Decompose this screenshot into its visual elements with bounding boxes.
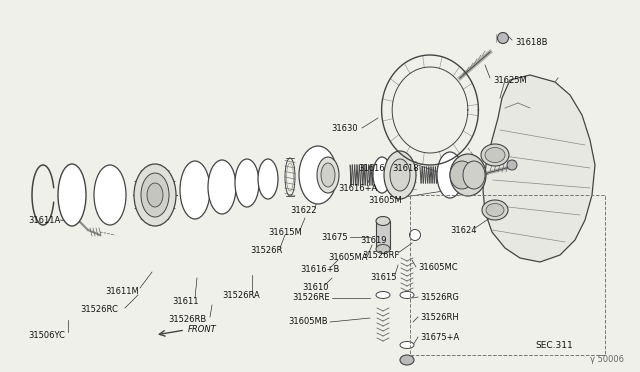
Ellipse shape	[497, 32, 509, 44]
Ellipse shape	[141, 173, 169, 217]
Ellipse shape	[376, 244, 390, 253]
Text: 31605MA: 31605MA	[328, 253, 367, 263]
Ellipse shape	[400, 292, 414, 298]
Text: 31625M: 31625M	[493, 76, 527, 84]
Text: 31675+A: 31675+A	[420, 334, 460, 343]
Ellipse shape	[410, 230, 420, 241]
Ellipse shape	[437, 152, 463, 198]
Text: 31526RC: 31526RC	[80, 305, 118, 314]
Ellipse shape	[74, 215, 81, 221]
Ellipse shape	[486, 203, 504, 217]
Text: 31526RE: 31526RE	[292, 294, 330, 302]
Ellipse shape	[384, 151, 416, 199]
Text: 31615: 31615	[370, 273, 397, 282]
Text: 31611: 31611	[172, 298, 198, 307]
Ellipse shape	[463, 161, 485, 189]
Ellipse shape	[485, 148, 505, 163]
Text: 31619: 31619	[360, 235, 387, 244]
Text: 31675: 31675	[321, 232, 348, 241]
Ellipse shape	[450, 161, 474, 189]
Ellipse shape	[400, 355, 414, 365]
Ellipse shape	[376, 217, 390, 225]
Ellipse shape	[481, 144, 509, 166]
Ellipse shape	[180, 161, 210, 219]
Text: 31611A: 31611A	[28, 215, 60, 224]
Text: 31615M: 31615M	[268, 228, 301, 237]
Ellipse shape	[321, 163, 335, 187]
Ellipse shape	[507, 160, 517, 170]
Text: 31506YC: 31506YC	[28, 331, 65, 340]
Text: 31526RA: 31526RA	[222, 292, 260, 301]
Ellipse shape	[134, 164, 176, 226]
Text: 31605M: 31605M	[368, 196, 402, 205]
Text: 31616: 31616	[358, 164, 385, 173]
Text: 31624: 31624	[450, 225, 477, 234]
Ellipse shape	[208, 160, 236, 214]
Text: 31526RB: 31526RB	[168, 315, 206, 324]
Text: 31526RF: 31526RF	[362, 251, 399, 260]
Ellipse shape	[94, 165, 126, 225]
Text: 31610: 31610	[302, 283, 328, 292]
Ellipse shape	[147, 183, 163, 207]
Text: 31630: 31630	[332, 124, 358, 132]
Text: 31622: 31622	[290, 205, 317, 215]
Text: 31616+B: 31616+B	[300, 266, 339, 275]
Ellipse shape	[299, 146, 337, 204]
Ellipse shape	[373, 157, 391, 193]
Text: 31618: 31618	[392, 164, 419, 173]
Polygon shape	[483, 75, 595, 262]
Text: 31526R: 31526R	[250, 246, 282, 254]
Text: 31526RG: 31526RG	[420, 294, 459, 302]
Text: γ 50006: γ 50006	[590, 356, 624, 365]
Text: SEC.311: SEC.311	[535, 340, 573, 350]
Ellipse shape	[235, 159, 259, 207]
Text: 31605MB: 31605MB	[289, 317, 328, 327]
Text: 31605MC: 31605MC	[418, 263, 458, 273]
Ellipse shape	[58, 164, 86, 226]
Ellipse shape	[258, 159, 278, 199]
Bar	[376, 221, 390, 249]
Text: 31616+A: 31616+A	[338, 183, 377, 192]
Ellipse shape	[400, 341, 414, 349]
Ellipse shape	[317, 157, 339, 193]
Text: 31611M: 31611M	[105, 288, 139, 296]
Ellipse shape	[390, 159, 410, 191]
Ellipse shape	[482, 200, 508, 220]
Text: FRONT: FRONT	[188, 326, 217, 334]
Ellipse shape	[450, 154, 486, 196]
Ellipse shape	[376, 292, 390, 298]
Text: 31526RH: 31526RH	[420, 314, 459, 323]
Text: 31618B: 31618B	[515, 38, 547, 46]
